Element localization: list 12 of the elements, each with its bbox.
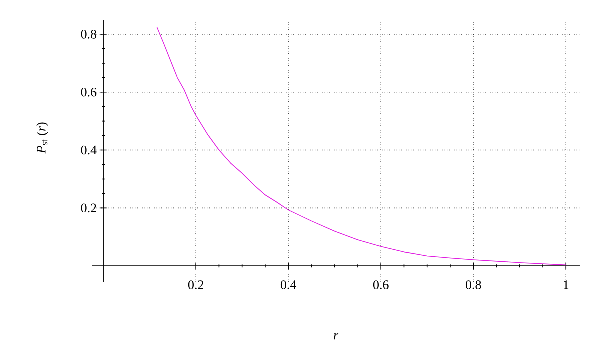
x-tick-label: 0.6	[373, 280, 389, 290]
x-tick-label: 0.8	[466, 280, 482, 290]
y-tick-label: 0.6	[81, 88, 97, 97]
x-tick-label: 0.2	[188, 280, 204, 290]
y-tick-label: 0.2	[81, 204, 96, 213]
x-tick-label: 0.4	[280, 280, 297, 290]
y-axis-title: P$_{st}$ (r)	[36, 122, 48, 154]
x-tick-label: 1	[564, 280, 569, 290]
x-axis-title: r	[334, 334, 339, 340]
line-series	[156, 27, 567, 266]
y-tick-label: 0.4	[81, 146, 97, 155]
y-tick-label: 0.8	[81, 30, 97, 39]
